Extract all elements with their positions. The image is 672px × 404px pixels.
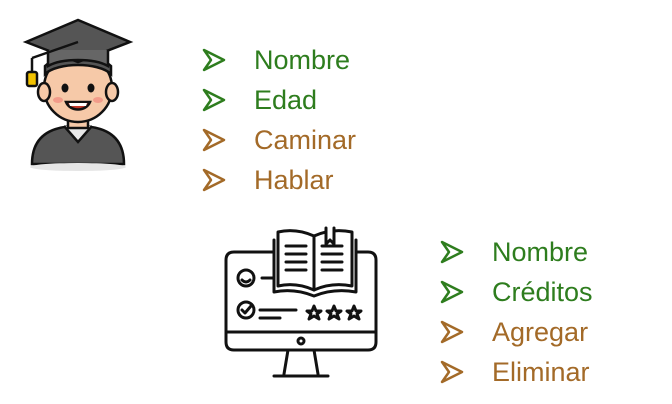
course-method-label: Eliminar [492,357,590,387]
student-method-label: Hablar [254,165,334,195]
list-item: Nombre [440,232,593,272]
student-method-label: Caminar [254,125,357,155]
student-attribute-label: Nombre [254,45,351,75]
list-item: Créditos [440,272,593,312]
list-item: Nombre [202,40,356,80]
list-item: Hablar [202,160,356,200]
list-item: Agregar [440,312,593,352]
arrow-bullet-icon [202,88,226,112]
arrow-bullet-icon [202,48,226,72]
course-attribute-label: Nombre [492,237,589,267]
graduate-student-icon [22,18,134,171]
arrow-bullet-icon [440,240,464,264]
arrow-bullet-icon [440,360,464,384]
arrow-bullet-icon [440,280,464,304]
course-features-list: Nombre Créditos Agregar Eliminar [440,232,593,392]
student-attribute-label: Edad [254,85,318,115]
course-attribute-label: Créditos [492,277,593,307]
list-item: Eliminar [440,352,593,392]
arrow-bullet-icon [202,128,226,152]
student-features-list: Nombre Edad Caminar Hablar [202,40,356,200]
course-method-label: Agregar [492,317,589,347]
arrow-bullet-icon [202,168,226,192]
list-item: Caminar [202,120,356,160]
online-course-computer-icon [224,226,378,378]
arrow-bullet-icon [440,320,464,344]
list-item: Edad [202,80,356,120]
